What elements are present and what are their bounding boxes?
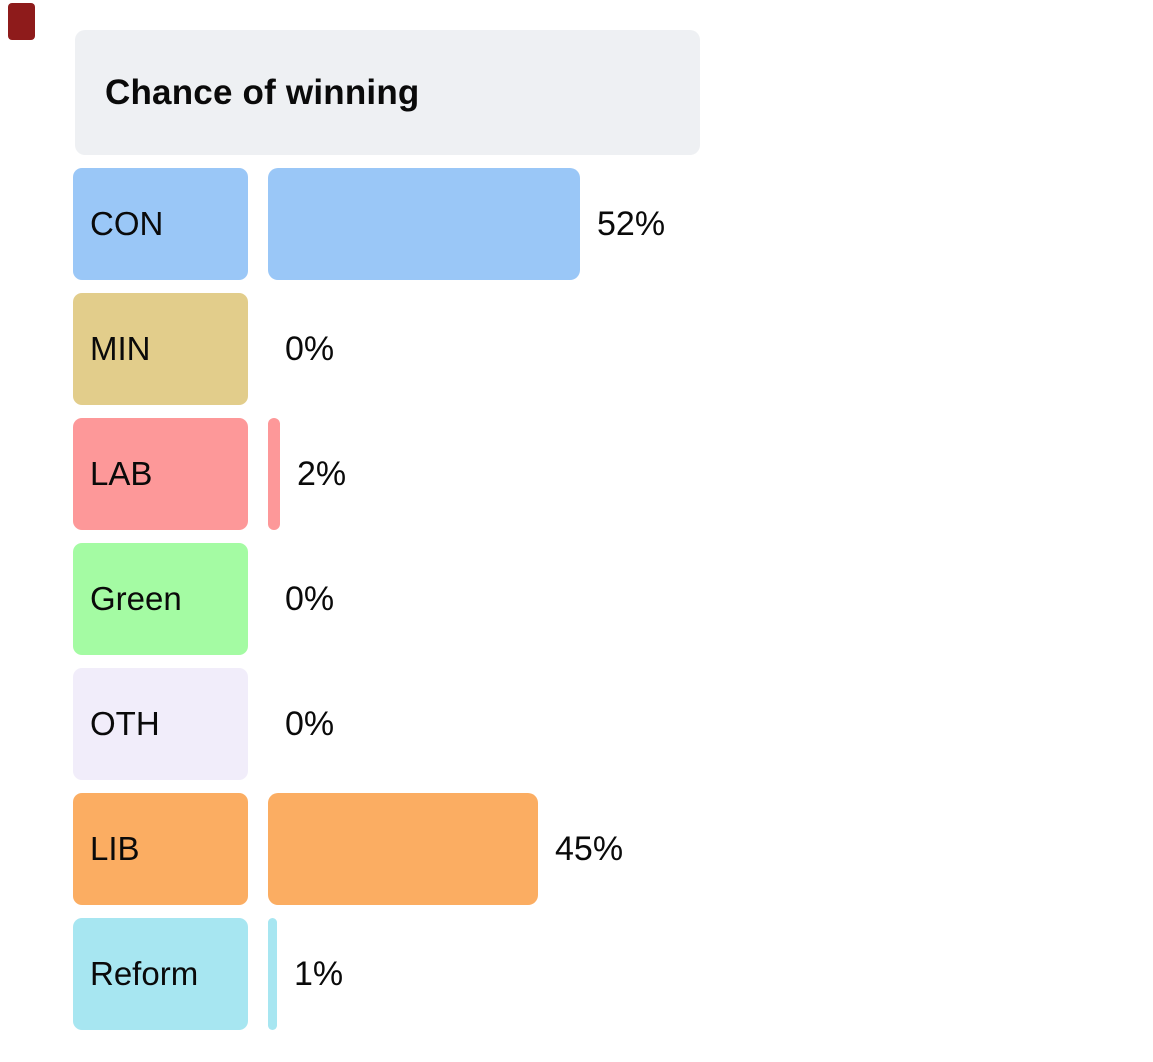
bar-con: [268, 168, 580, 280]
chart-row-lab: LAB 2%: [73, 418, 665, 530]
category-label: Green: [90, 580, 182, 617]
bar-area: 52%: [268, 168, 665, 280]
bar-lib: [268, 793, 538, 905]
bar-area: 1%: [268, 918, 343, 1030]
bar-reform: [268, 918, 277, 1030]
bar-area: 0%: [268, 668, 334, 780]
value-label: 45%: [555, 829, 624, 868]
value-label: 52%: [597, 204, 666, 243]
chart-row-min: MIN 0%: [73, 293, 665, 405]
category-label: CON: [90, 205, 164, 242]
category-label: Reform: [90, 955, 199, 992]
category-chip-reform: Reform: [73, 918, 248, 1030]
category-chip-green: Green: [73, 543, 248, 655]
bar-area: 45%: [268, 793, 623, 905]
bar-lab: [268, 418, 280, 530]
category-chip-oth: OTH: [73, 668, 248, 780]
corner-marker: [8, 3, 35, 40]
chart-row-con: CON 52%: [73, 168, 665, 280]
chart-row-oth: OTH 0%: [73, 668, 665, 780]
value-label: 0%: [285, 704, 335, 743]
category-label: LAB: [90, 455, 153, 492]
bar-area: 2%: [268, 418, 346, 530]
category-chip-lab: LAB: [73, 418, 248, 530]
category-chip-min: MIN: [73, 293, 248, 405]
chart-row-green: Green 0%: [73, 543, 665, 655]
category-chip-con: CON: [73, 168, 248, 280]
value-label: 2%: [297, 454, 347, 493]
chart-row-lib: LIB 45%: [73, 793, 665, 905]
value-label: 1%: [294, 954, 344, 993]
value-label: 0%: [285, 579, 335, 618]
category-label: LIB: [90, 830, 140, 867]
bar-area: 0%: [268, 543, 334, 655]
chart-row-reform: Reform 1%: [73, 918, 665, 1030]
category-chip-lib: LIB: [73, 793, 248, 905]
chart-header: Chance of winning: [75, 30, 700, 155]
value-label: 0%: [285, 329, 335, 368]
category-label: MIN: [90, 330, 151, 367]
category-label: OTH: [90, 705, 160, 742]
chart-rows: CON 52% MIN 0% LAB 2%: [73, 168, 665, 1030]
chart-title: Chance of winning: [105, 72, 420, 112]
bar-area: 0%: [268, 293, 334, 405]
